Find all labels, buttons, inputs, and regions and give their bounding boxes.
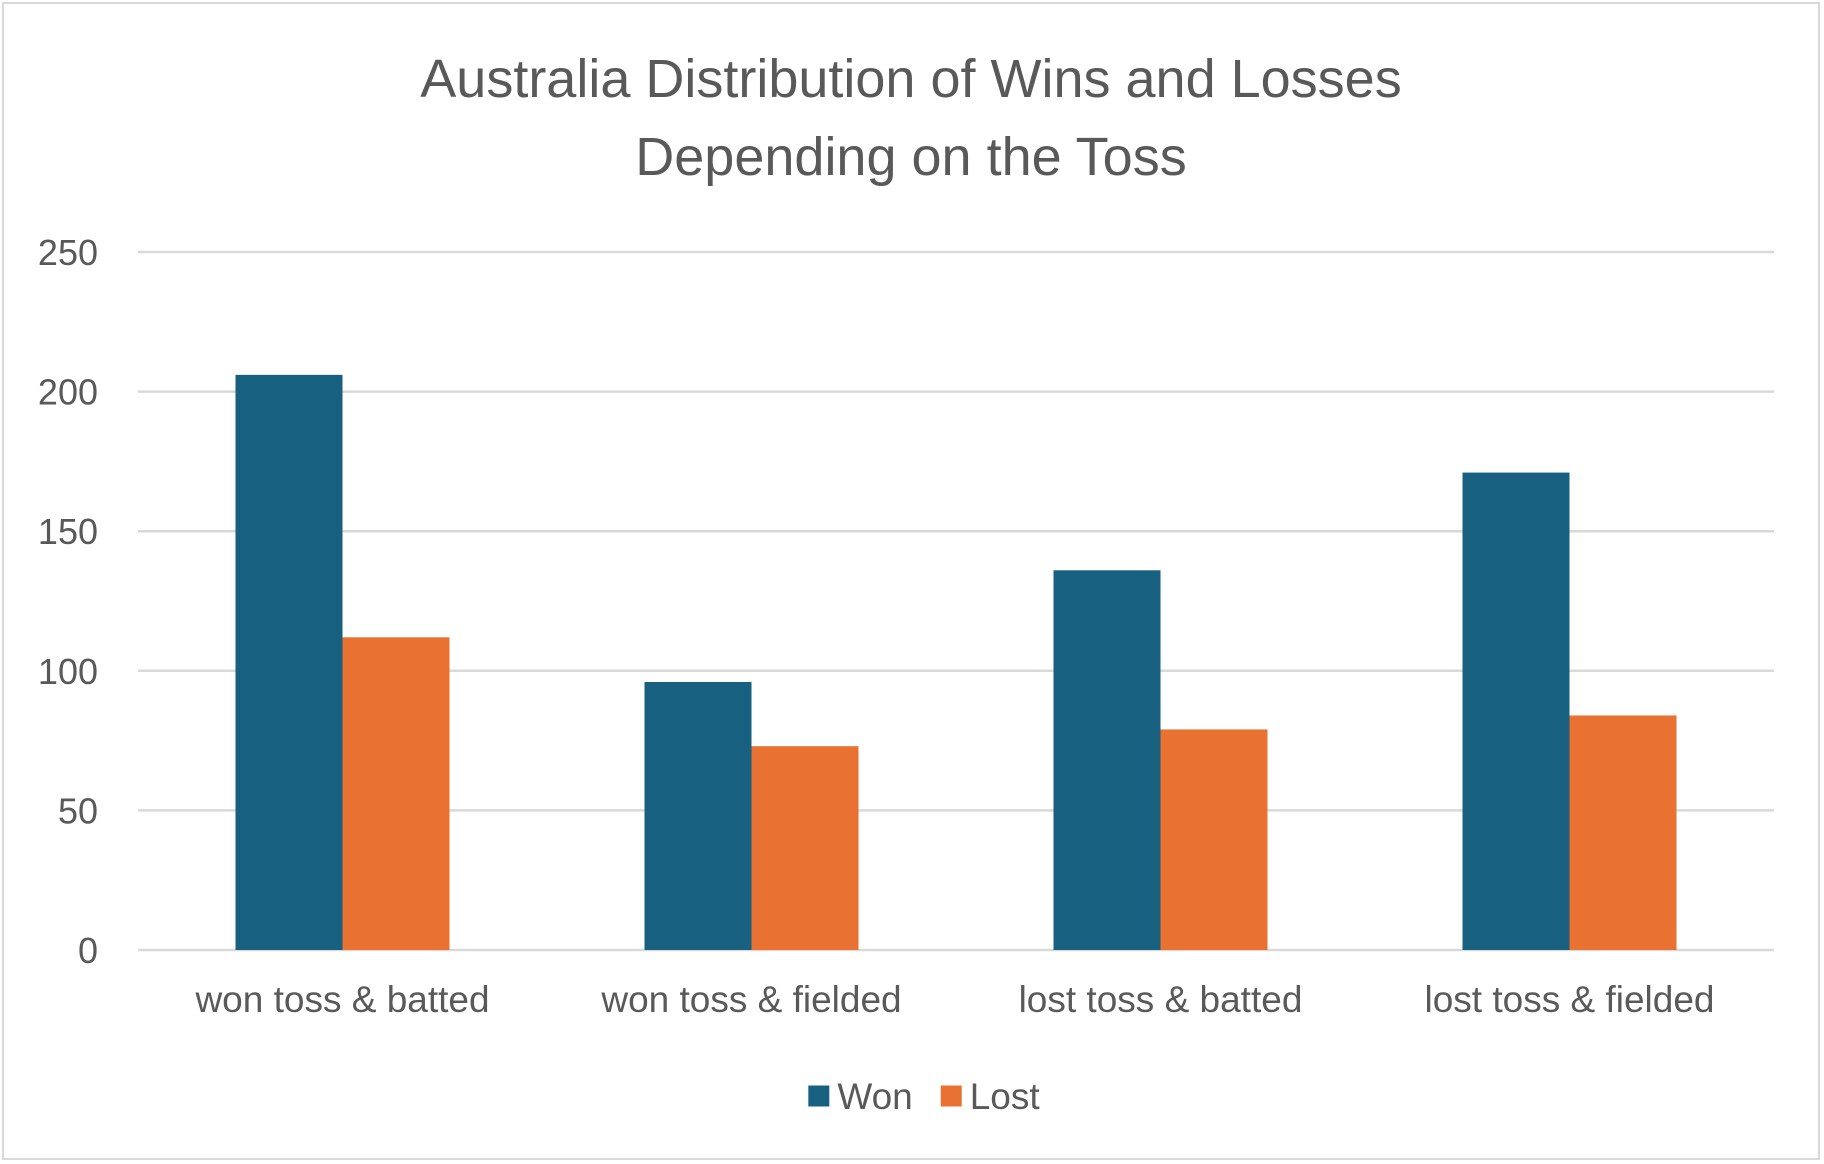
y-tick-label: 250 — [38, 232, 98, 273]
x-category-label: won toss & batted — [194, 979, 489, 1020]
legend: Won Lost — [808, 1076, 1040, 1117]
bar-lost-1 — [342, 637, 450, 950]
bar-won-3 — [1053, 570, 1161, 950]
bar-lost-3 — [1160, 729, 1268, 950]
x-axis-category-labels: won toss & batted won toss & fielded lost … — [194, 979, 1714, 1020]
legend-label-lost: Lost — [970, 1076, 1041, 1117]
y-tick-label: 0 — [78, 930, 98, 971]
x-category-label: lost toss & batted — [1019, 979, 1303, 1020]
legend-swatch-lost — [940, 1085, 962, 1107]
chart-title: Australia Distribution of Wins and Losse… — [420, 49, 1401, 187]
legend-label-won: Won — [837, 1076, 912, 1117]
bar-lost-2 — [751, 746, 859, 950]
bars — [235, 374, 1677, 950]
bar-won-1 — [235, 374, 343, 950]
bar-won-4 — [1462, 472, 1570, 950]
legend-swatch-won — [808, 1085, 830, 1107]
y-axis-tick-labels: 0 50 100 150 200 250 — [38, 232, 98, 971]
bar-chart: Australia Distribution of Wins and Losse… — [38, 49, 1774, 1117]
y-tick-label: 200 — [38, 372, 98, 413]
y-tick-label: 100 — [38, 651, 98, 692]
bar-lost-4 — [1569, 715, 1677, 950]
bar-won-2 — [644, 681, 752, 950]
x-category-label: lost toss & fielded — [1425, 979, 1715, 1020]
y-tick-label: 150 — [38, 511, 98, 552]
chart-title-line-1: Australia Distribution of Wins and Losse… — [420, 49, 1401, 109]
y-tick-label: 50 — [58, 790, 98, 831]
chart-title-line-2: Depending on the Toss — [635, 127, 1186, 187]
x-category-label: won toss & fielded — [600, 979, 901, 1020]
